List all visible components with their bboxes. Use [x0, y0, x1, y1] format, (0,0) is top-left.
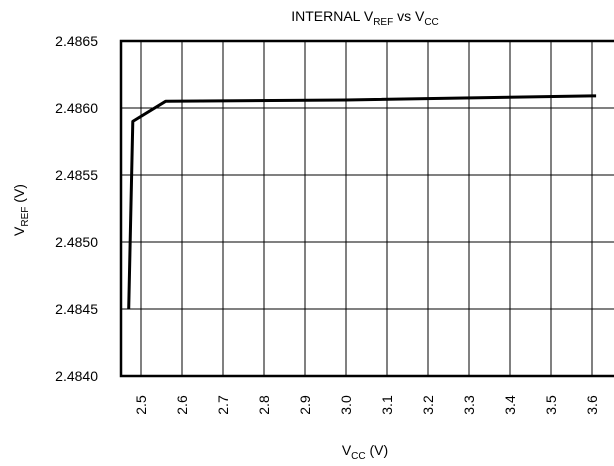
x-tick-label: 2.7	[215, 395, 231, 415]
x-tick-label: 3.1	[379, 395, 395, 415]
chart-title: INTERNAL VREF vs VCC	[291, 8, 439, 28]
y-axis-label: VREF (V)	[11, 184, 31, 236]
plot-frame	[119, 39, 614, 378]
x-tick-label: 3.0	[338, 395, 354, 415]
x-tick-label: 2.8	[256, 395, 272, 415]
y-tick-label: 2.4850	[55, 234, 98, 250]
y-tick-label: 2.4860	[55, 100, 98, 116]
series-group	[127, 94, 597, 310]
y-tick-label: 2.4855	[55, 167, 98, 183]
y-tick-label: 2.4845	[55, 301, 98, 317]
x-tick-label: 2.9	[297, 395, 313, 415]
x-axis-label: VCC (V)	[342, 442, 388, 462]
x-tick-label: 2.5	[133, 395, 149, 415]
x-tick-label: 3.3	[461, 395, 477, 415]
y-tick-label: 2.4865	[55, 33, 98, 49]
grid-lines	[121, 40, 614, 377]
x-tick-label: 3.2	[420, 395, 436, 415]
series-line	[127, 94, 597, 310]
y-tick-labels: 2.4865 2.4860 2.4855 2.4850 2.4845 2.4840	[55, 33, 98, 384]
x-tick-label: 3.4	[502, 395, 518, 415]
y-tick-label: 2.4840	[55, 368, 98, 384]
x-tick-labels: 2.5 2.6 2.7 2.8 2.9 3.0 3.1 3.2 3.3 3.4 3.5 3.6	[133, 395, 600, 415]
x-tick-label: 3.5	[543, 395, 559, 415]
x-tick-label: 3.6	[584, 395, 600, 415]
x-tick-label: 2.6	[174, 395, 190, 415]
